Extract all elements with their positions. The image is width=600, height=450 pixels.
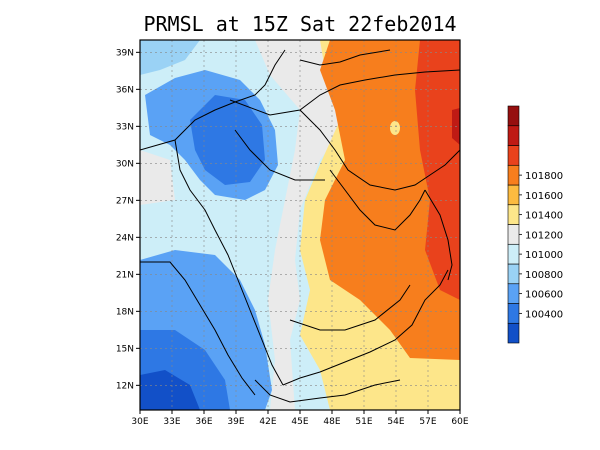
colorbar-band bbox=[507, 243, 520, 265]
colorbar-band bbox=[507, 263, 520, 285]
colorbar-band bbox=[507, 164, 520, 186]
colorbar-label: 100800 bbox=[525, 270, 563, 281]
border-3 bbox=[289, 284, 411, 331]
border-1 bbox=[234, 129, 325, 181]
border-4 bbox=[299, 49, 391, 66]
x-tick-label: 45E bbox=[291, 417, 308, 427]
x-tick-label: 39E bbox=[227, 417, 244, 427]
colorbar-label: 101600 bbox=[525, 191, 563, 202]
colorbar-band bbox=[507, 105, 520, 127]
x-tick-label: 36E bbox=[195, 417, 212, 427]
colorbar: 100400 100600 100800 101000 101200 101400 1016… bbox=[507, 105, 563, 344]
border-2 bbox=[229, 69, 460, 116]
coastlines bbox=[140, 49, 460, 403]
field-nw-light bbox=[140, 40, 200, 75]
coast-oman bbox=[424, 189, 453, 281]
field-100400-south bbox=[140, 370, 200, 410]
y-tick-label: 18N bbox=[116, 307, 134, 317]
colorbar-band bbox=[507, 303, 520, 324]
colorbar-band bbox=[507, 145, 520, 166]
colorbar-band bbox=[507, 322, 520, 344]
y-tick-label: 36N bbox=[116, 85, 134, 95]
x-tick-label: 54E bbox=[387, 417, 404, 427]
y-tick-label: 24N bbox=[116, 233, 134, 243]
colorbar-band bbox=[507, 125, 520, 146]
colorbar-label: 101000 bbox=[525, 250, 563, 261]
x-tick-label: 57E bbox=[419, 417, 436, 427]
y-tick-label: 39N bbox=[116, 48, 134, 58]
colorbar-label: 100600 bbox=[525, 290, 563, 301]
field-101000 bbox=[255, 40, 350, 410]
colorbar-label: 101200 bbox=[525, 230, 563, 241]
colorbar-band bbox=[507, 184, 520, 206]
x-tick-label: 42E bbox=[259, 417, 276, 427]
x-tick-label: 51E bbox=[355, 417, 372, 427]
chart-title: PRMSL at 15Z Sat 22feb2014 bbox=[143, 12, 457, 36]
colorbar-label: 101800 bbox=[525, 171, 563, 182]
coast-gulf bbox=[329, 169, 426, 231]
field-100600-north bbox=[190, 95, 265, 185]
y-tick-label: 27N bbox=[116, 196, 134, 206]
colorbar-label: 100400 bbox=[525, 309, 563, 320]
y-tick-label: 15N bbox=[116, 344, 134, 354]
colorbar-band bbox=[507, 283, 520, 304]
coast-arabia-south bbox=[282, 269, 449, 386]
colorbar-band bbox=[507, 224, 520, 245]
field-west-grey bbox=[140, 150, 175, 205]
x-tick-label: 30E bbox=[131, 417, 148, 427]
x-axis-ticks: 30E 33E 36E 39E 42E 45E 48E 51E 54E 57E 60E bbox=[131, 410, 469, 427]
y-tick-label: 21N bbox=[116, 270, 134, 280]
y-tick-label: 12N bbox=[116, 381, 134, 391]
coast-red-sea-west bbox=[140, 261, 256, 396]
x-tick-label: 48E bbox=[323, 417, 340, 427]
colorbar-label: 101400 bbox=[525, 211, 563, 222]
coast-africa-horn bbox=[254, 379, 401, 403]
coast-red-sea-east bbox=[174, 139, 284, 386]
y-tick-label: 33N bbox=[116, 122, 134, 132]
y-axis-ticks: 12N 15N 18N 21N 24N 27N 30N 33N 36N 39N bbox=[116, 48, 140, 391]
y-tick-label: 30N bbox=[116, 159, 134, 169]
field-small-blob bbox=[390, 121, 400, 135]
x-tick-label: 60E bbox=[451, 417, 468, 427]
colorbar-band bbox=[507, 204, 520, 225]
x-tick-label: 33E bbox=[163, 417, 180, 427]
coast-iran bbox=[299, 109, 460, 191]
